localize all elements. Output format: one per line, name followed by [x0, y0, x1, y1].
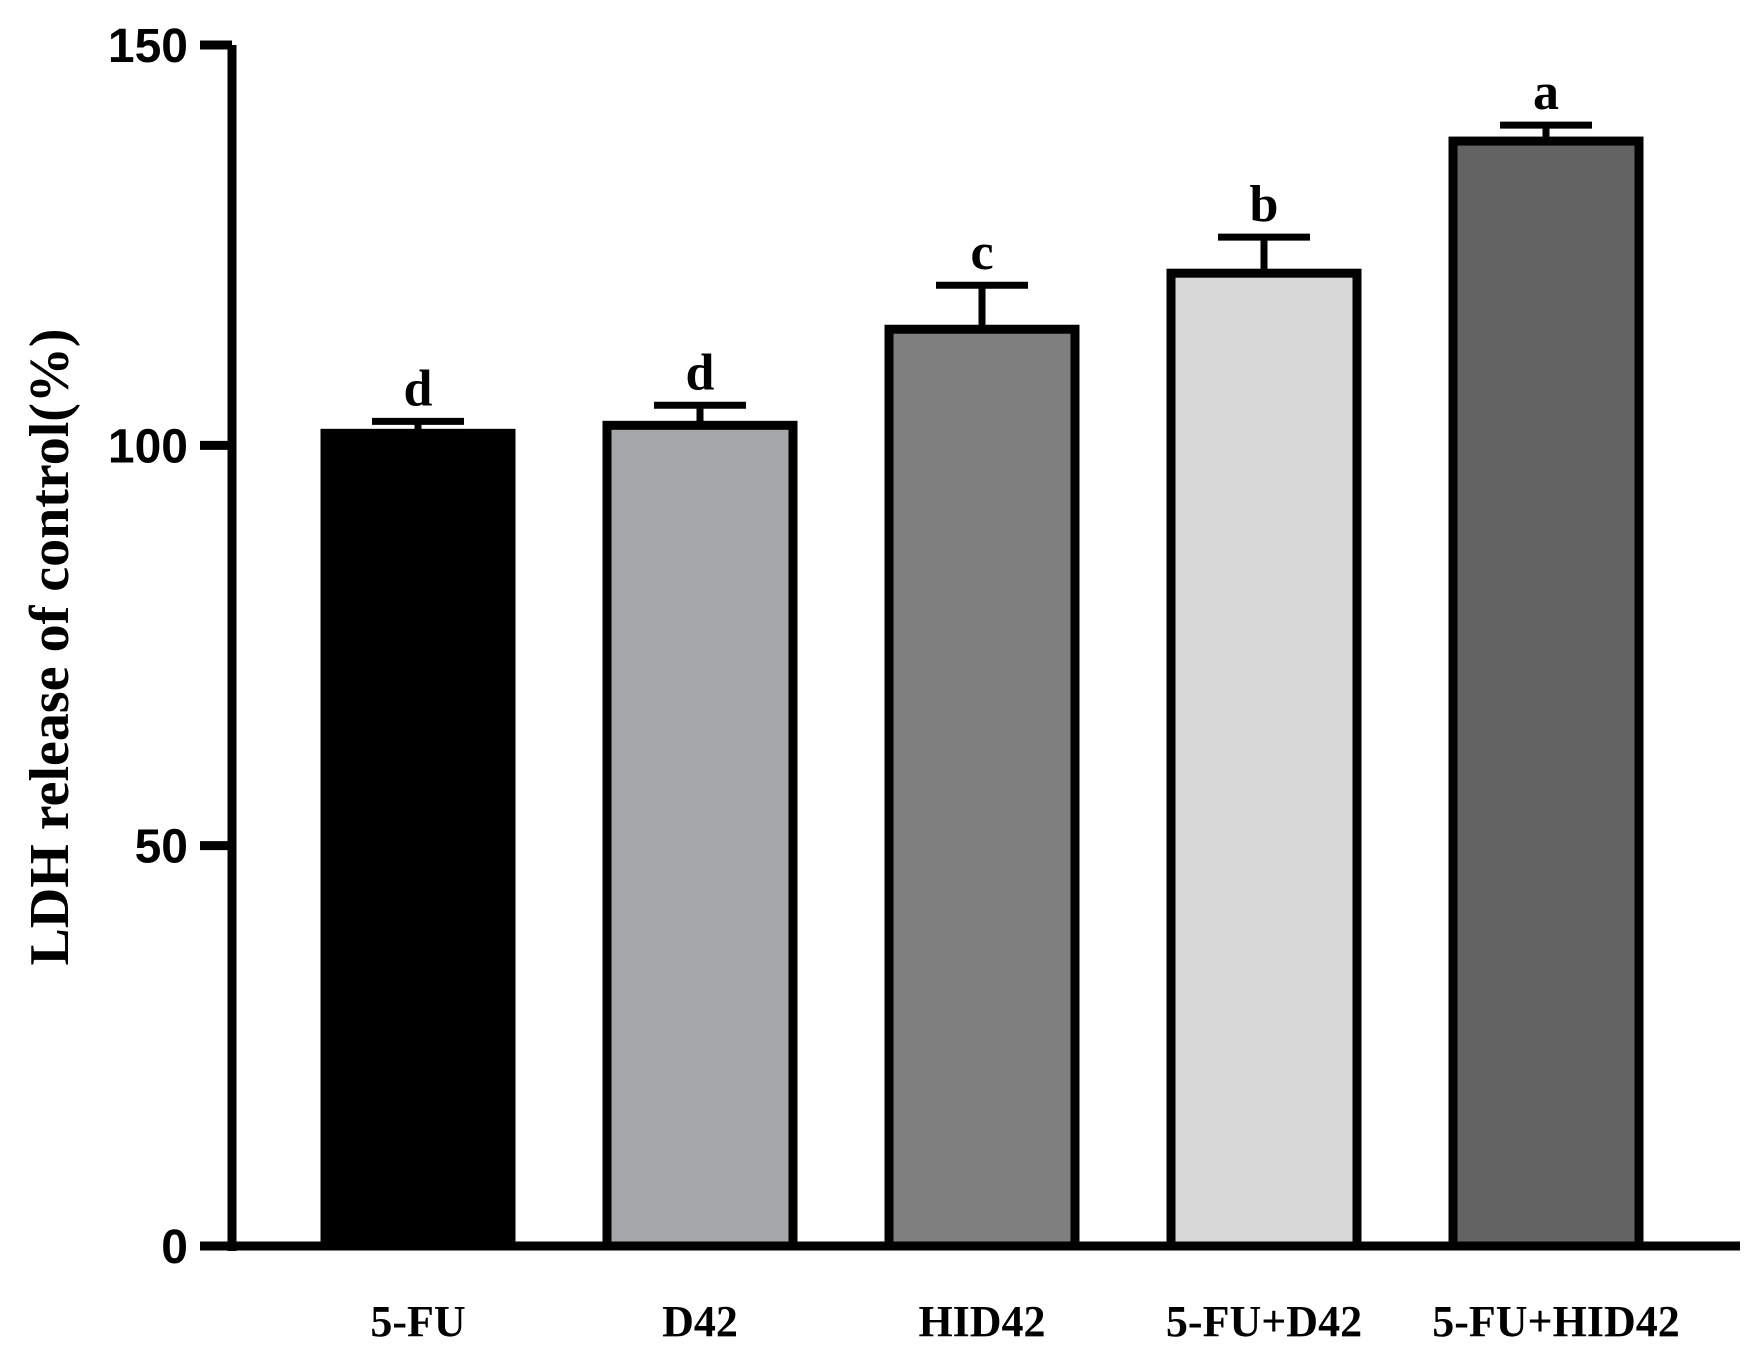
axes [227, 45, 1740, 1251]
error-bar-2 [936, 281, 1028, 330]
significance-letter-4: a [1533, 64, 1559, 121]
significance-letter-2: c [970, 224, 993, 281]
bar-1 [602, 420, 798, 1251]
significance-letter-1: d [686, 344, 715, 401]
x-tick-label-4: 5-FU+HID42 [1432, 1297, 1680, 1346]
significance-letter-3: b [1250, 176, 1279, 233]
x-tick-label-2: HID42 [918, 1297, 1045, 1346]
y-ticks: 0 50 100 150 [108, 20, 232, 1274]
error-bar-3 [1218, 233, 1310, 274]
significance-letter-0: d [404, 360, 433, 417]
error-bars [372, 121, 1592, 434]
y-tick-label-3: 150 [108, 20, 188, 73]
y-tick-label-1: 50 [135, 821, 188, 874]
bar-4 [1448, 136, 1644, 1251]
bar-2 [884, 324, 1080, 1251]
x-tick-label-0: 5-FU [370, 1297, 465, 1346]
error-bar-0 [372, 417, 464, 434]
x-tick-label-1: D42 [662, 1297, 738, 1346]
bar-0 [320, 428, 516, 1251]
x-tick-label-3: 5-FU+D42 [1166, 1297, 1362, 1346]
y-axis-title: LDH release of control(%) [19, 328, 81, 965]
error-bar-4 [1500, 121, 1592, 142]
significance-letters: d d c b a [404, 64, 1559, 417]
error-bar-1 [654, 401, 746, 426]
x-tick-labels: 5-FU D42 HID42 5-FU+D42 5-FU+HID42 [370, 1297, 1679, 1346]
y-tick-label-2: 100 [108, 420, 188, 473]
y-tick-label-0: 0 [161, 1221, 188, 1274]
bar-3 [1166, 268, 1362, 1251]
